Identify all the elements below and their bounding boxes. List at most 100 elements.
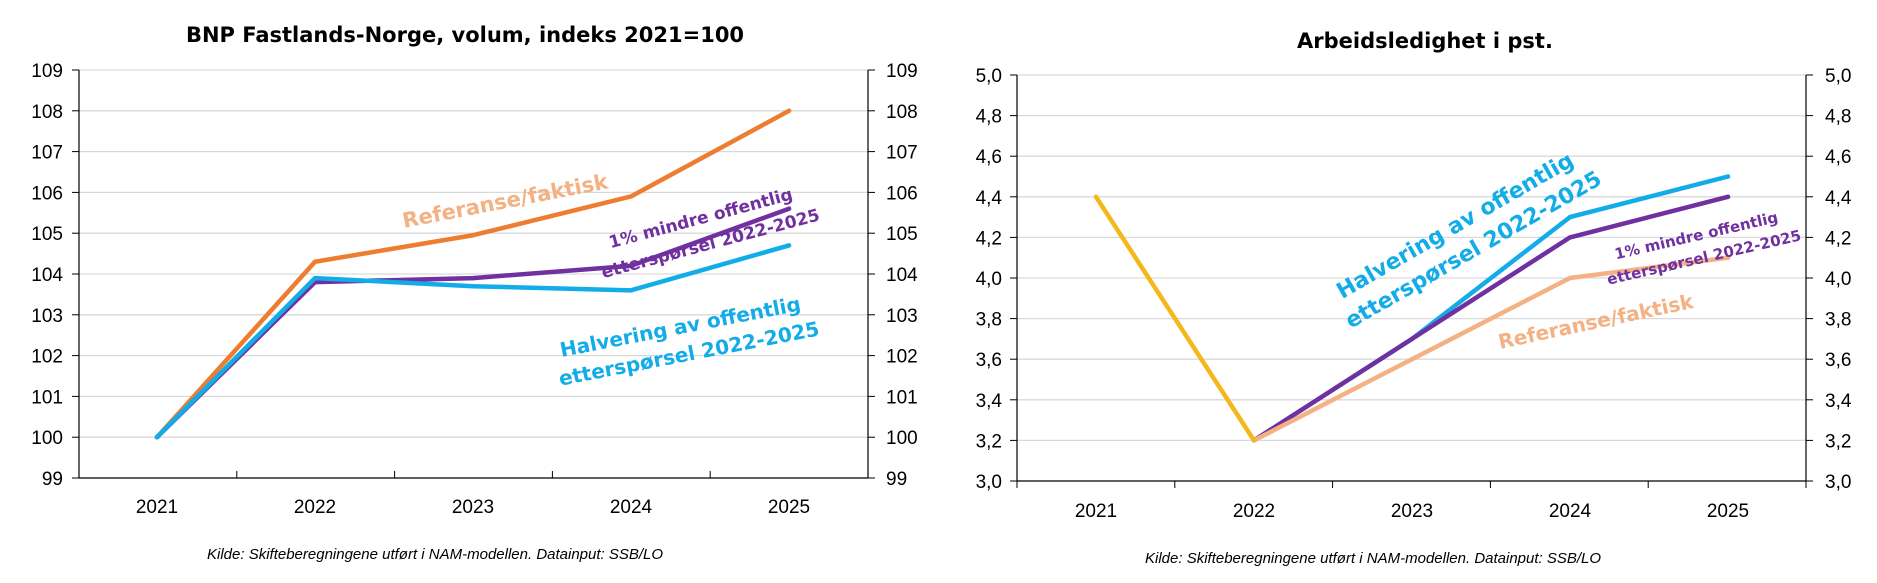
gdp-y-tick-label-right: 104	[886, 265, 918, 286]
gdp-y-tick-label-right: 102	[886, 347, 918, 368]
unemployment-series-point-3	[1093, 194, 1099, 199]
gdp-y-tick-label-right: 106	[886, 183, 918, 204]
gdp-x-tick-label: 2022	[294, 497, 336, 518]
unemployment-x-tick-label: 2025	[1707, 501, 1749, 522]
unemployment-annotation-one-percent: 1% mindre offentlig etterspørsel 2022-20…	[1600, 204, 1803, 289]
gdp-series-point-1	[628, 263, 634, 269]
unemployment-series-lines	[1093, 174, 1731, 443]
gdp-y-tick-label-left: 108	[31, 102, 63, 123]
unemployment-y-tick-label-left: 3,0	[976, 472, 1002, 493]
gdp-y-tick-label-right: 108	[886, 102, 918, 123]
unemployment-y-tick-label-left: 4,6	[976, 147, 1002, 168]
gdp-y-tick-label-right: 109	[886, 61, 918, 82]
unemployment-x-tick-label: 2022	[1233, 501, 1275, 522]
gdp-chart: BNP Fastlands-Norge, volum, indeks 2021=…	[31, 23, 918, 563]
gdp-annotation-halving: Halvering av offentlig etterspørsel 2022…	[551, 289, 821, 391]
gdp-annotation-reference-line1: Referanse/faktisk	[400, 169, 610, 233]
gdp-y-tick-label-right: 107	[886, 143, 918, 164]
gdp-source-note: Kilde: Skifteberegningene utført i NAM-m…	[207, 546, 663, 563]
gdp-series-point-2	[154, 435, 160, 440]
gdp-y-tick-label-right: 101	[886, 387, 918, 408]
gdp-y-tick-label-right: 105	[886, 224, 918, 245]
unemployment-y-tick-label-right: 5,0	[1825, 66, 1851, 87]
gdp-y-tick-label-right: 100	[886, 428, 918, 449]
unemployment-axes	[1010, 74, 1813, 488]
gdp-series-point-2	[470, 284, 476, 289]
gdp-x-tick-label: 2023	[452, 497, 494, 518]
gdp-y-tick-label-left: 107	[31, 143, 63, 164]
unemployment-series-point-2	[1409, 357, 1415, 362]
gdp-y-tick-label-left: 104	[31, 265, 63, 286]
unemployment-x-tick-labels: 2021 2022 2023 2024 2025	[1075, 501, 1749, 522]
unemployment-series-line-3	[1093, 194, 1257, 443]
gdp-series-point-0	[786, 108, 792, 114]
unemployment-series-point-2	[1725, 255, 1731, 260]
unemployment-y-tick-label-right: 4,0	[1825, 269, 1851, 290]
unemployment-series-point-2	[1567, 275, 1573, 281]
gdp-x-tick-label: 2025	[768, 497, 810, 518]
gdp-series-lines	[154, 108, 792, 440]
unemployment-y-tick-label-left: 3,6	[976, 350, 1002, 371]
unemployment-y-tick-label-right: 4,4	[1825, 188, 1852, 209]
unemployment-y-tick-label-left: 3,8	[976, 310, 1002, 331]
unemployment-annotation-halving-line1: Halvering av offentlig	[1333, 148, 1579, 304]
gdp-y-tick-label-left: 100	[31, 428, 63, 449]
gdp-y-tick-label-left: 101	[31, 387, 63, 408]
unemployment-series-line-1	[1251, 194, 1731, 443]
gdp-series-point-1	[470, 275, 476, 281]
unemployment-y-tick-label-right: 4,2	[1825, 228, 1851, 249]
gdp-y-tick-labels-left: 99 100 101 102 103 104 105 106 107 108 109	[31, 61, 63, 490]
gdp-series-point-0	[312, 259, 318, 264]
unemployment-y-tick-label-right: 3,2	[1825, 431, 1851, 452]
gdp-y-tick-label-left: 102	[31, 347, 63, 368]
gdp-series-point-0	[628, 194, 634, 199]
unemployment-y-tick-label-left: 3,2	[976, 431, 1002, 452]
gdp-series-point-2	[312, 275, 318, 281]
unemployment-y-tick-label-left: 4,4	[976, 188, 1003, 209]
unemployment-x-tick-label: 2021	[1075, 501, 1117, 522]
gdp-y-tick-label-left: 99	[42, 469, 63, 490]
unemployment-source-note: Kilde: Skifteberegningene utført i NAM-m…	[1145, 550, 1601, 567]
gdp-axes	[72, 69, 875, 479]
unemployment-series-point-0	[1725, 174, 1731, 179]
unemployment-y-tick-label-left: 3,4	[976, 391, 1003, 412]
gdp-y-tick-label-left: 109	[31, 61, 63, 82]
gdp-y-tick-label-right: 99	[886, 469, 907, 490]
gdp-y-tick-label-left: 106	[31, 183, 63, 204]
unemployment-y-tick-label-right: 3,4	[1825, 391, 1852, 412]
unemployment-y-tick-label-left: 4,0	[976, 269, 1002, 290]
unemployment-y-tick-label-right: 3,0	[1825, 472, 1851, 493]
unemployment-y-tick-label-left: 4,8	[976, 107, 1002, 128]
gdp-x-tick-label: 2021	[136, 497, 178, 518]
gdp-y-tick-label-left: 105	[31, 224, 63, 245]
gdp-series-point-0	[470, 233, 476, 238]
unemployment-y-tick-labels-right: 3,0 3,2 3,4 3,6 3,8 4,0 4,2 4,4 4,6 4,8 5,0	[1825, 66, 1852, 493]
unemployment-y-tick-label-right: 4,6	[1825, 147, 1851, 168]
gdp-y-tick-label-left: 103	[31, 306, 63, 327]
gdp-y-tick-label-right: 103	[886, 306, 918, 327]
gdp-chart-title: BNP Fastlands-Norge, volum, indeks 2021=…	[186, 23, 744, 47]
gdp-series-point-2	[786, 243, 792, 248]
unemployment-series-line-2	[1251, 255, 1731, 443]
unemployment-y-tick-label-right: 3,6	[1825, 350, 1851, 371]
unemployment-y-tick-label-right: 4,8	[1825, 107, 1851, 128]
gdp-series-point-1	[786, 206, 792, 211]
gdp-annotation-reference: Referanse/faktisk	[400, 169, 610, 233]
unemployment-annotation-halving-line2: etterspørsel 2022-2025	[1341, 167, 1606, 334]
unemployment-chart: Arbeidsledighet i pst. 3,0 3,2 3,4 3,6 3,8 4,…	[976, 29, 1852, 567]
unemployment-series-point-1	[1567, 235, 1573, 240]
unemployment-series-point-1	[1725, 194, 1731, 199]
unemployment-chart-title: Arbeidsledighet i pst.	[1297, 29, 1553, 53]
gdp-y-tick-labels-right: 99 100 101 102 103 104 105 106 107 108 109	[886, 61, 918, 490]
unemployment-series-point-1	[1409, 336, 1415, 342]
unemployment-x-tick-label: 2023	[1391, 501, 1433, 522]
unemployment-y-tick-label-right: 3,8	[1825, 310, 1851, 331]
unemployment-x-tick-label: 2024	[1549, 501, 1592, 522]
gdp-x-tick-labels: 2021 2022 2023 2024 2025	[136, 497, 810, 518]
gdp-x-tick-label: 2024	[610, 497, 653, 518]
unemployment-series-point-0	[1567, 214, 1573, 220]
unemployment-y-tick-label-left: 4,2	[976, 228, 1002, 249]
gdp-gridlines	[79, 69, 868, 438]
unemployment-series-point-3	[1251, 438, 1257, 443]
